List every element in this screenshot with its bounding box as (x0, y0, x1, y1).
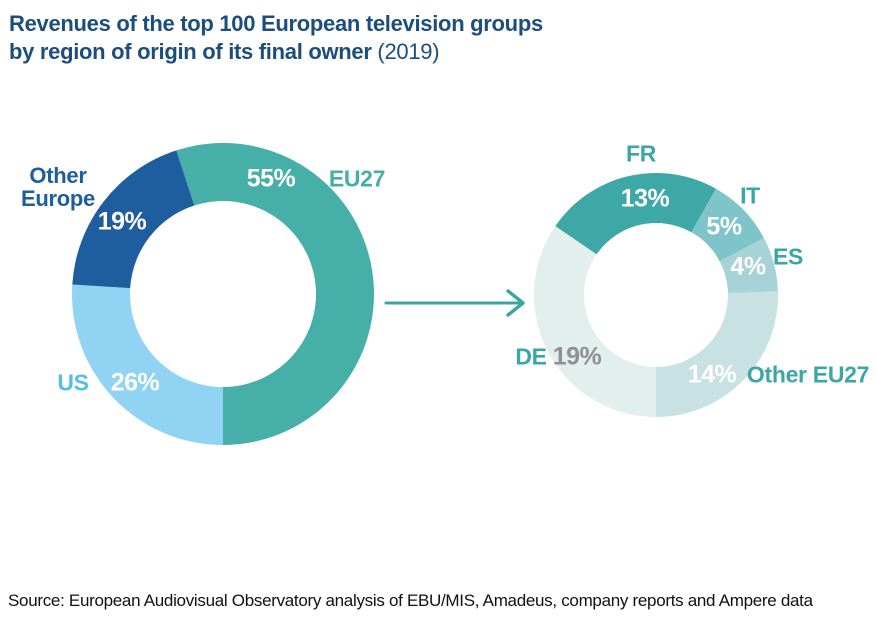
segment-value-fr: 13% (620, 184, 670, 213)
donut-by-region-of-origin-segment-other-europe (72, 150, 195, 289)
donut-eu27-breakdown-segment-es (719, 238, 778, 293)
donut-eu27-breakdown-segment-de (533, 226, 657, 417)
arrow-right-icon (506, 289, 525, 317)
donut-by-region-of-origin-segment-eu27 (176, 143, 375, 445)
segment-value-es: 4% (730, 252, 766, 281)
segment-value-other-europe: 19% (97, 207, 147, 236)
segment-value-us: 26% (110, 368, 160, 397)
segment-label-de: DE (515, 343, 547, 370)
chart-title-line1: Revenues of the top 100 European televis… (9, 11, 543, 36)
donut-eu27-breakdown-segment-fr (555, 173, 716, 255)
chart-title-year: (2019) (377, 39, 440, 64)
chart-title: Revenues of the top 100 European televis… (9, 10, 543, 66)
segment-value-other-eu27: 14% (687, 360, 737, 389)
donut-eu27-breakdown-segment-it (691, 188, 764, 262)
segment-label-it: IT (740, 182, 760, 209)
donut-eu27-breakdown-segment-other-eu27 (656, 291, 778, 417)
chart-title-line2: by region of origin of its final owner (9, 39, 372, 64)
donut-by-region-of-origin-segment-us (72, 284, 223, 445)
segment-label-us: US (57, 369, 89, 396)
segment-value-it: 5% (706, 212, 742, 241)
source-note: Source: European Audiovisual Observatory… (8, 591, 813, 610)
segment-label-other-europe: Other Europe (21, 163, 95, 211)
segment-value-eu27: 55% (246, 164, 296, 193)
segment-label-eu27: EU27 (328, 165, 386, 192)
segment-label-fr: FR (625, 140, 657, 167)
segment-label-es: ES (772, 243, 804, 270)
segment-value-de: 19% (552, 342, 602, 371)
segment-label-other-eu27: Other EU27 (746, 361, 870, 388)
